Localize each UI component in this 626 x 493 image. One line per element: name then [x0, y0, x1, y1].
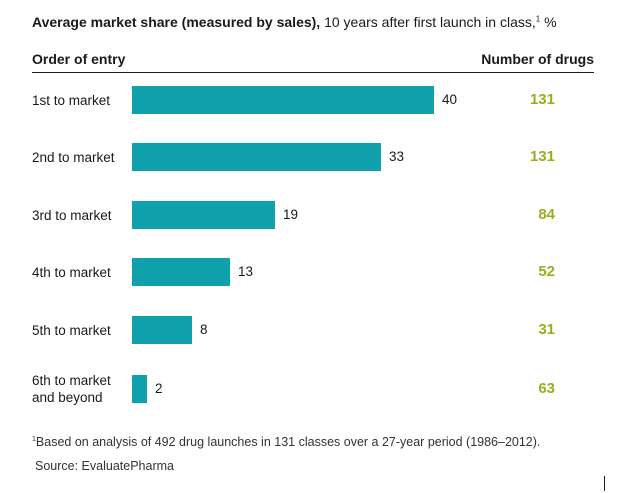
number-of-drugs-value: 63 [538, 380, 555, 397]
bar [132, 375, 147, 403]
bar [132, 316, 192, 344]
category-label-line: 4th to market [32, 264, 111, 280]
bar-value-label: 13 [238, 264, 254, 279]
bar [132, 258, 230, 286]
category-label: 2nd to market [32, 149, 132, 166]
number-of-drugs-value: 131 [529, 148, 555, 165]
text-cursor [604, 476, 605, 491]
chart-title-bold: Average market share (measured by sales)… [32, 14, 321, 30]
category-label: 5th to market [32, 322, 132, 339]
footnote-text: Based on analysis of 492 drug launches i… [35, 435, 541, 449]
source-note: Source: EvaluatePharma [35, 459, 174, 473]
category-label: 4th to market [32, 264, 132, 281]
bar [132, 201, 275, 229]
category-label-line: 2nd to market [32, 149, 115, 165]
footnote-mark: 1 [32, 435, 36, 443]
header-number-of-drugs: Number of drugs [481, 51, 594, 67]
chart-title: Average market share (measured by sales)… [32, 14, 557, 30]
bar-value-label: 8 [200, 322, 208, 337]
number-of-drugs-value: 84 [538, 206, 555, 223]
footnote: 1Based on analysis of 492 drug launches … [32, 435, 540, 449]
bar-value-label: 40 [442, 92, 458, 107]
category-label: 1st to market [32, 92, 132, 109]
category-label-line: and beyond [32, 390, 103, 405]
category-label-line: 6th to market [32, 373, 111, 388]
number-of-drugs-value: 131 [529, 91, 555, 108]
bar-value-label: 19 [283, 207, 299, 222]
category-label-line: 3rd to market [32, 207, 112, 223]
chart-title-rest: 10 years after first launch in class, [320, 14, 536, 30]
header-order-of-entry: Order of entry [32, 51, 126, 67]
bar [132, 86, 434, 114]
number-of-drugs-value: 31 [538, 321, 555, 338]
chart-title-unit: % [540, 14, 557, 30]
category-label-line: 1st to market [32, 92, 111, 108]
header-rule [32, 72, 594, 73]
bar [132, 143, 381, 171]
number-of-drugs-value: 52 [538, 263, 555, 280]
category-label: 6th to market and beyond [32, 372, 132, 406]
category-label: 3rd to market [32, 207, 132, 224]
bar-value-label: 33 [389, 149, 405, 164]
category-label-line: 5th to market [32, 322, 111, 338]
chart-title-footnote-mark: 1 [535, 14, 541, 24]
bar-value-label: 2 [155, 381, 163, 396]
